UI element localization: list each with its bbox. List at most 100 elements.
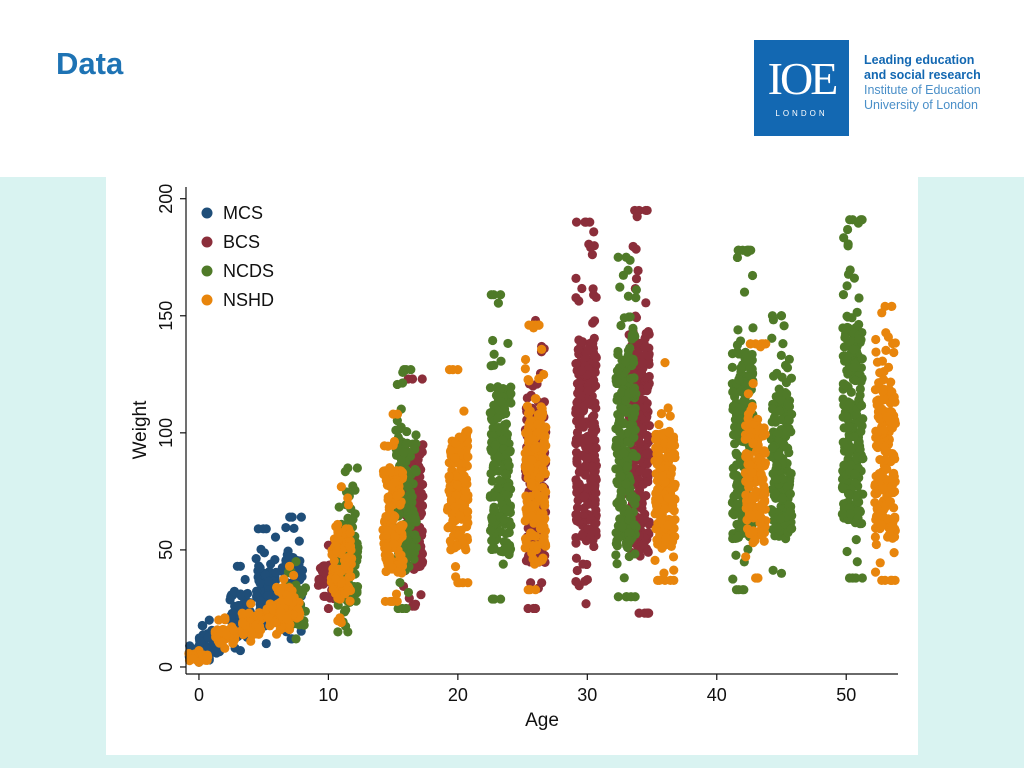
data-point — [651, 488, 661, 498]
data-point — [870, 567, 881, 577]
data-point — [857, 573, 867, 583]
data-point — [343, 500, 354, 510]
data-point — [489, 506, 499, 516]
data-point — [841, 324, 851, 334]
data-point — [644, 434, 654, 444]
data-point — [774, 406, 785, 416]
data-point — [743, 389, 753, 399]
data-point — [238, 617, 248, 628]
data-point — [211, 632, 221, 642]
data-point — [244, 608, 254, 618]
logo-text: Leading education and social research In… — [864, 53, 1014, 113]
data-point — [624, 535, 635, 545]
data-point — [670, 480, 680, 490]
data-point — [639, 539, 649, 549]
data-point — [619, 573, 629, 583]
data-point — [381, 511, 391, 522]
data-point — [664, 427, 674, 438]
data-point — [781, 378, 791, 388]
data-point — [871, 334, 881, 345]
data-point — [748, 323, 758, 333]
data-point — [851, 534, 861, 545]
data-point — [858, 414, 868, 424]
data-point — [488, 335, 498, 346]
data-point — [574, 296, 584, 306]
data-point — [875, 414, 885, 424]
data-point — [748, 526, 759, 536]
data-point — [340, 561, 350, 571]
data-point — [217, 637, 227, 647]
data-point — [739, 287, 750, 297]
data-point — [576, 390, 586, 401]
data-point — [289, 570, 299, 580]
data-point — [616, 471, 626, 481]
data-point — [732, 252, 743, 263]
data-point — [883, 362, 894, 372]
data-point — [489, 400, 499, 410]
data-point — [259, 548, 270, 558]
data-point — [739, 396, 749, 406]
data-point — [665, 575, 676, 585]
data-point — [533, 419, 543, 429]
data-point — [505, 446, 515, 456]
cluster-ncds-6 — [766, 311, 797, 578]
data-point — [615, 514, 625, 524]
data-point — [487, 514, 497, 524]
cluster-nshd-11 — [870, 301, 901, 585]
data-point — [855, 445, 865, 455]
data-point — [742, 349, 752, 359]
data-point — [445, 446, 456, 456]
data-point — [578, 422, 589, 432]
data-point — [882, 412, 892, 422]
data-point — [571, 514, 582, 525]
data-point — [525, 406, 535, 416]
data-point — [732, 471, 742, 481]
data-point — [463, 426, 473, 436]
chart-panel: 0 10 20 30 40 50 0 50 100 150 200 Age Weight MCS BC… — [106, 177, 918, 755]
data-point — [846, 387, 856, 397]
data-point — [642, 329, 652, 340]
x-axis-title: Age — [525, 710, 559, 731]
data-point — [340, 467, 350, 477]
data-point — [857, 354, 867, 364]
data-point — [276, 607, 286, 617]
data-point — [841, 411, 851, 422]
data-point — [589, 241, 599, 251]
data-point — [747, 270, 758, 281]
data-point — [879, 393, 889, 403]
data-point — [524, 320, 534, 330]
data-point — [845, 508, 855, 519]
data-point — [875, 368, 885, 378]
data-point — [395, 525, 405, 535]
data-point — [204, 615, 214, 625]
data-point — [636, 368, 647, 378]
data-point — [768, 565, 778, 575]
data-point — [580, 461, 590, 471]
data-point — [659, 568, 669, 578]
data-point — [735, 458, 745, 468]
data-point — [786, 524, 796, 534]
data-point — [323, 603, 333, 614]
data-point — [254, 623, 264, 633]
data-point — [637, 357, 647, 368]
data-point — [587, 462, 598, 472]
data-point — [638, 351, 648, 361]
data-point — [587, 421, 597, 431]
data-point — [445, 536, 455, 546]
logo-sub: LONDON — [775, 109, 828, 118]
data-point — [526, 478, 536, 488]
data-point — [844, 433, 855, 443]
data-point — [634, 513, 644, 523]
data-point — [489, 349, 499, 359]
data-point — [784, 401, 795, 412]
data-point — [837, 509, 847, 519]
data-point — [844, 573, 855, 583]
data-point — [589, 333, 599, 343]
data-point — [319, 591, 329, 602]
data-point — [382, 525, 393, 536]
data-point — [392, 379, 402, 390]
data-point — [396, 455, 407, 465]
x-tick-label: 20 — [448, 685, 468, 705]
data-point — [666, 440, 676, 450]
data-point — [871, 433, 881, 443]
